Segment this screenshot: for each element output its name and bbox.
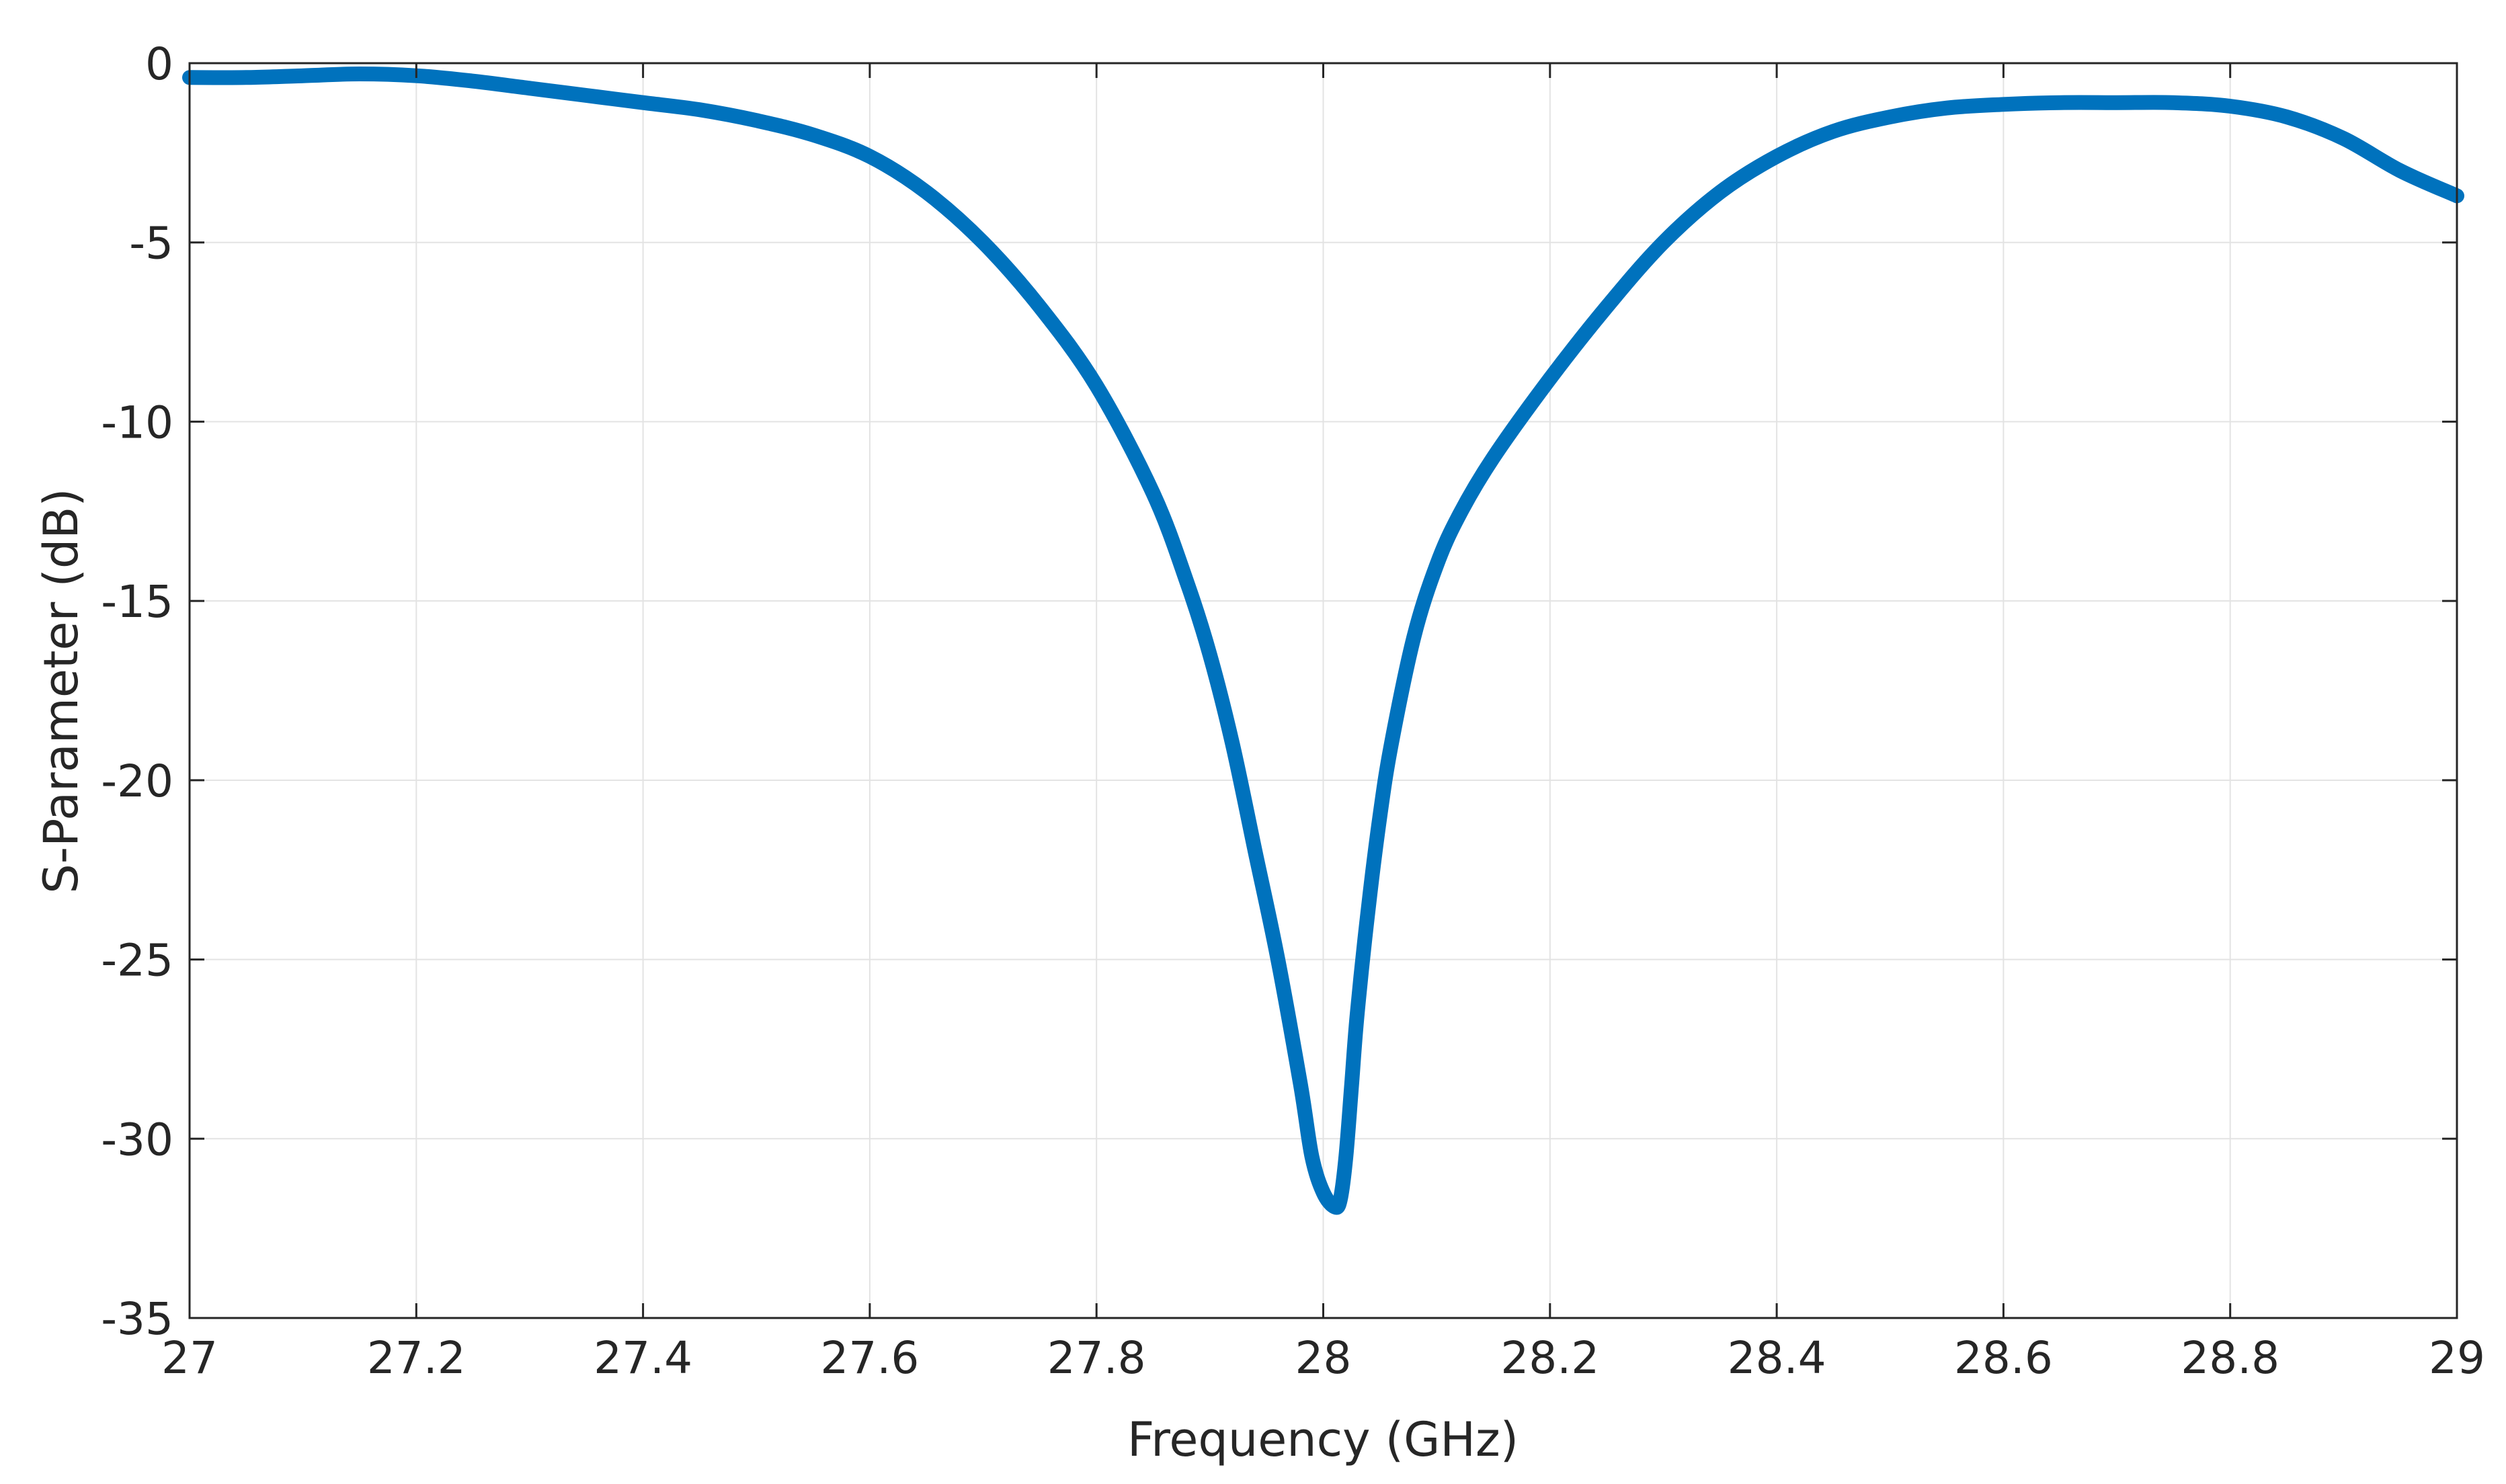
x-tick-label: 27.6 — [820, 1332, 919, 1384]
y-tick-label: -30 — [101, 1114, 173, 1165]
y-axis-title: S-Parameter (dB) — [34, 488, 89, 893]
x-tick-label: 29 — [2429, 1332, 2485, 1384]
x-tick-label: 27.4 — [594, 1332, 692, 1384]
x-tick-label: 28.4 — [1728, 1332, 1826, 1384]
y-tick-label: -20 — [101, 755, 173, 807]
y-tick-labels: 0 -5 -10 -15 -20 -25 -30 -35 — [101, 38, 173, 1345]
y-tick-label: -15 — [101, 576, 173, 628]
series-layer — [182, 67, 2464, 1215]
x-tick-label: 28.8 — [2181, 1332, 2279, 1384]
y-tick-label: -35 — [101, 1293, 173, 1345]
series-line-s11 — [182, 67, 2464, 1215]
y-tick-label: 0 — [145, 38, 173, 90]
x-axis-title: Frequency (GHz) — [1127, 1412, 1519, 1467]
x-tick-label: 27.8 — [1047, 1332, 1146, 1384]
grid — [189, 63, 2458, 1319]
x-tick-label: 28.6 — [1954, 1332, 2053, 1384]
y-tick-label: -10 — [101, 397, 173, 448]
tick-marks — [188, 62, 2458, 1319]
y-tick-label: -25 — [101, 935, 173, 987]
x-tick-label: 27.2 — [367, 1332, 466, 1384]
x-tick-label: 28.2 — [1500, 1332, 1599, 1384]
x-tick-labels: 27 27.2 27.4 27.6 27.8 28 28.2 28.4 28.6 28.8 29 — [161, 1332, 2485, 1384]
y-tick-label: -5 — [129, 218, 173, 270]
x-tick-label: 28 — [1295, 1332, 1352, 1384]
x-tick-label: 27 — [161, 1332, 218, 1384]
